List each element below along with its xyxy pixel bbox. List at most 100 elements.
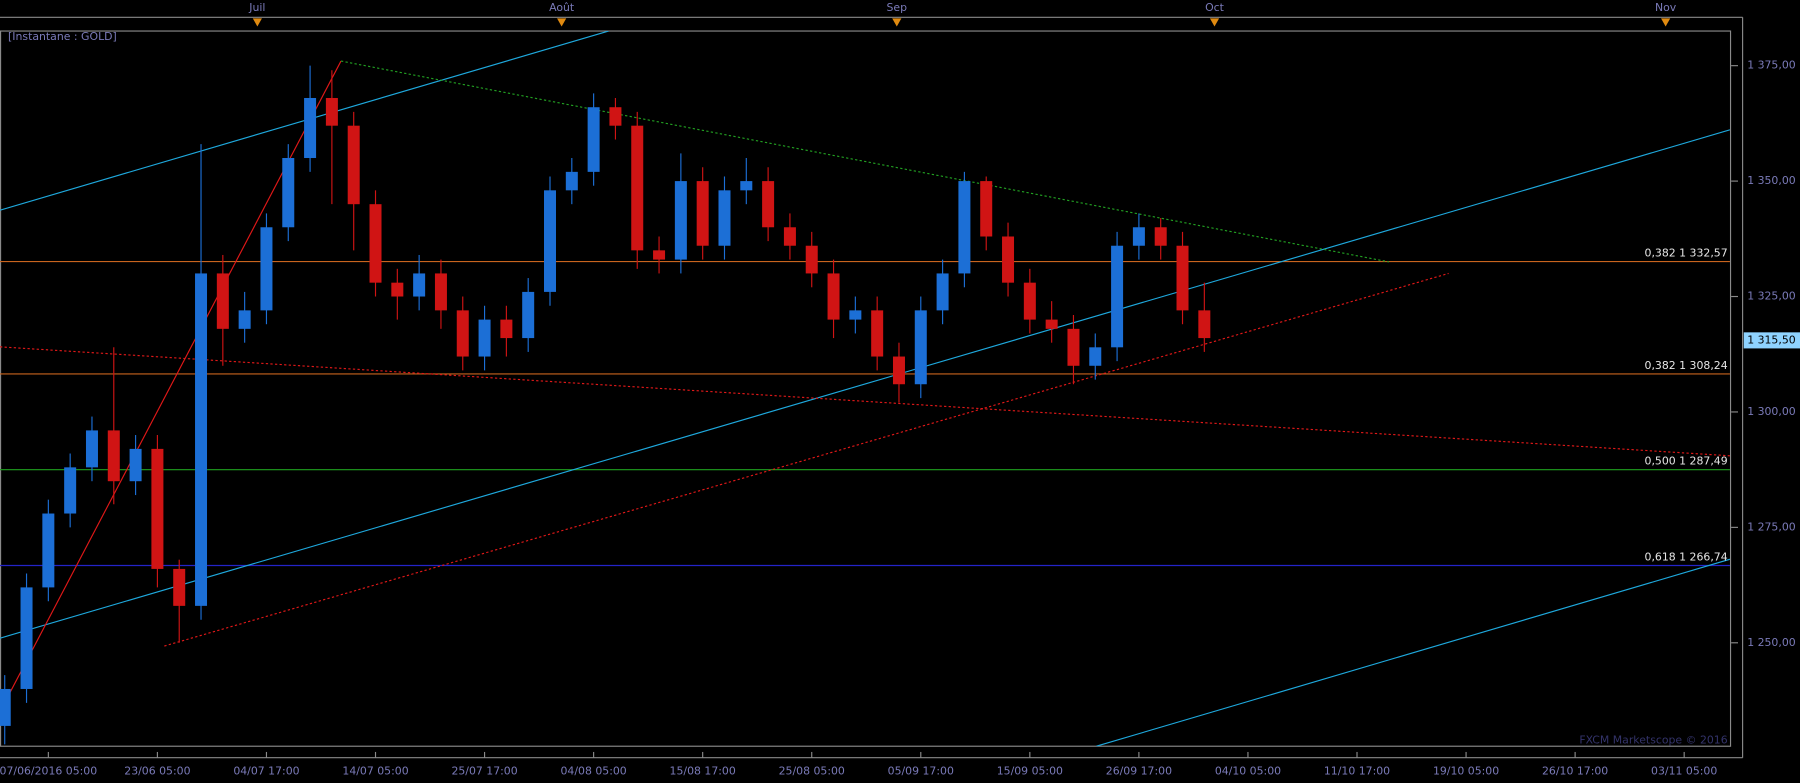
trendline	[340, 60, 1390, 263]
trendline	[0, 129, 1730, 639]
candle-body	[827, 273, 840, 320]
candle-body	[478, 319, 491, 357]
y-tick-label: 1 350,00	[1747, 174, 1796, 187]
last-price-label: 1 315,50	[1747, 333, 1796, 346]
month-label: Sep	[887, 1, 908, 14]
candle-body	[1111, 245, 1124, 348]
candle-body	[892, 356, 905, 385]
candle-body	[631, 125, 644, 251]
y-tick-label: 1 275,00	[1747, 520, 1796, 533]
candle-body	[980, 181, 993, 237]
trendline	[1096, 558, 1730, 747]
candle-body	[609, 107, 622, 126]
x-tick-label: 05/09 17:00	[888, 764, 954, 777]
candle-body	[238, 310, 251, 329]
x-tick-label: 25/07 17:00	[451, 764, 517, 777]
month-label: Oct	[1205, 1, 1225, 14]
candle-body	[456, 310, 469, 357]
candle-body	[304, 97, 317, 159]
candle-body	[282, 158, 295, 228]
candle-body	[522, 291, 535, 339]
candle-body	[914, 310, 927, 385]
candle-body	[849, 310, 862, 320]
candle-body	[1154, 227, 1167, 246]
x-tick-label: 26/09 17:00	[1106, 764, 1172, 777]
y-tick-label: 1 300,00	[1747, 405, 1796, 418]
plot-area	[0, 31, 1730, 747]
candle-body	[1132, 227, 1145, 246]
candle-body	[587, 107, 600, 172]
candle-body	[1176, 245, 1189, 311]
x-tick-label: 26/10 17:00	[1542, 764, 1608, 777]
candle-body	[42, 513, 55, 588]
y-tick-label: 1 325,00	[1747, 290, 1796, 303]
candle-body	[500, 319, 513, 339]
candle-body	[151, 448, 164, 569]
candle-body	[434, 273, 447, 311]
last-price-box	[1743, 332, 1800, 349]
x-tick-label: 14/07 05:00	[342, 764, 408, 777]
candle-body	[805, 245, 818, 274]
candle-body	[325, 97, 338, 126]
fib-level-label: 0,382 1 332,57	[1645, 247, 1728, 260]
candle-body	[783, 227, 796, 246]
month-marker	[1209, 18, 1220, 27]
candle-body	[195, 273, 208, 606]
x-tick-label: 04/08 05:00	[561, 764, 627, 777]
candle-body	[129, 448, 142, 482]
candle-body	[958, 181, 971, 274]
candle-body	[413, 273, 426, 297]
candle-body	[260, 227, 273, 311]
candle-body	[85, 430, 98, 468]
candle-body	[369, 204, 382, 283]
month-marker	[557, 18, 567, 27]
candle-body	[1002, 236, 1015, 283]
fib-level-label: 0,618 1 266,74	[1645, 550, 1728, 563]
candle-body	[1023, 282, 1036, 320]
month-label: Nov	[1655, 1, 1677, 14]
candle-body	[20, 587, 33, 689]
candle-body	[696, 181, 709, 246]
candle-body	[0, 688, 11, 726]
month-marker	[892, 18, 902, 27]
candle-body	[1198, 310, 1211, 339]
x-tick-label: 04/07 17:00	[233, 764, 299, 777]
candle-body	[107, 430, 120, 482]
x-tick-label: 25/08 05:00	[779, 764, 845, 777]
candle-body	[1067, 328, 1080, 366]
month-marker	[252, 18, 262, 27]
candle-body	[871, 310, 884, 357]
candle-body	[674, 181, 687, 260]
candle-body	[64, 467, 77, 514]
candle-body	[653, 250, 666, 260]
candle-body	[740, 181, 753, 191]
x-tick-label: 04/10 05:00	[1215, 764, 1281, 777]
x-tick-label: 07/06/2016 05:00	[0, 764, 97, 777]
candle-body	[762, 181, 775, 228]
candle-body	[1045, 319, 1058, 329]
candle-body	[347, 125, 360, 205]
x-tick-label: 11/10 17:00	[1324, 764, 1390, 777]
watermark: FXCM Marketscope © 2016	[1579, 733, 1727, 746]
candle-body	[718, 190, 731, 246]
fib-level-label: 0,500 1 287,49	[1645, 455, 1728, 468]
x-tick-label: 15/08 17:00	[670, 764, 736, 777]
plot-frame	[0, 30, 1732, 747]
x-tick-label: 15/09 05:00	[997, 764, 1063, 777]
x-tick-label: 23/06 05:00	[124, 764, 190, 777]
chart-title: [Instantane : GOLD]	[8, 30, 117, 43]
y-tick-label: 1 250,00	[1747, 636, 1796, 649]
x-tick-label: 03/11 05:00	[1651, 764, 1717, 777]
month-label: Juil	[248, 1, 265, 14]
fib-level-label: 0,382 1 308,24	[1645, 359, 1728, 372]
month-label: Août	[549, 1, 575, 14]
y-tick-label: 1 375,00	[1747, 59, 1796, 72]
candle-body	[936, 273, 949, 311]
candle-body	[1089, 347, 1102, 366]
candle-body	[565, 171, 578, 191]
candle-body	[173, 568, 186, 606]
month-marker	[1661, 18, 1671, 27]
